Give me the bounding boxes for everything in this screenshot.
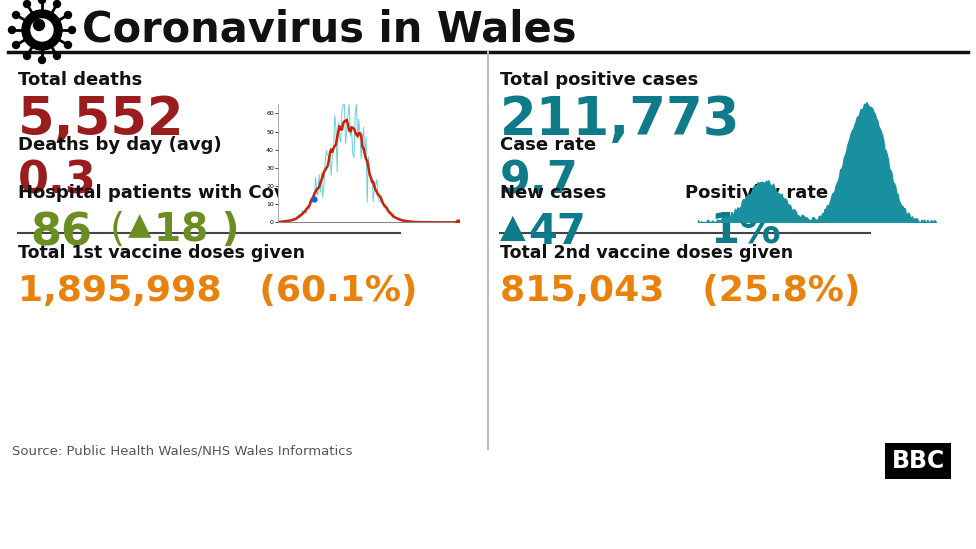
Text: 5,552: 5,552 bbox=[18, 94, 184, 146]
Text: 0.3: 0.3 bbox=[18, 159, 97, 202]
Text: 86: 86 bbox=[30, 211, 92, 254]
Text: Total deaths: Total deaths bbox=[18, 71, 142, 89]
Circle shape bbox=[54, 53, 61, 59]
Circle shape bbox=[13, 12, 20, 19]
Circle shape bbox=[38, 57, 46, 64]
Text: Coronavirus in Wales: Coronavirus in Wales bbox=[82, 9, 577, 51]
Circle shape bbox=[64, 12, 71, 19]
Text: BBC: BBC bbox=[891, 449, 945, 473]
Circle shape bbox=[54, 1, 61, 8]
Text: Source: Public Health Wales/NHS Wales Informatics: Source: Public Health Wales/NHS Wales In… bbox=[12, 444, 352, 457]
Text: Hospital patients with Covid-19: Hospital patients with Covid-19 bbox=[18, 184, 337, 202]
Text: 18 ): 18 ) bbox=[154, 211, 239, 249]
Text: New cases: New cases bbox=[500, 184, 606, 202]
Circle shape bbox=[13, 42, 20, 48]
Text: (: ( bbox=[110, 211, 125, 249]
Text: 815,043   (25.8%): 815,043 (25.8%) bbox=[500, 274, 861, 308]
Text: 1%: 1% bbox=[710, 211, 781, 253]
Circle shape bbox=[23, 1, 30, 8]
Circle shape bbox=[33, 20, 45, 31]
Text: Total 1st vaccine doses given: Total 1st vaccine doses given bbox=[18, 244, 305, 262]
Text: ▲: ▲ bbox=[128, 211, 151, 240]
Circle shape bbox=[9, 26, 16, 33]
Text: Case rate: Case rate bbox=[500, 136, 596, 154]
Circle shape bbox=[64, 42, 71, 48]
Circle shape bbox=[23, 53, 30, 59]
Text: 211,773: 211,773 bbox=[500, 94, 741, 146]
Text: 47: 47 bbox=[528, 211, 586, 253]
Text: 9.7: 9.7 bbox=[500, 159, 579, 202]
Text: Positivity rate: Positivity rate bbox=[685, 184, 828, 202]
Circle shape bbox=[68, 26, 75, 33]
Text: Total 2nd vaccine doses given: Total 2nd vaccine doses given bbox=[500, 244, 793, 262]
Text: Deaths by day (avg): Deaths by day (avg) bbox=[18, 136, 222, 154]
Text: Total positive cases: Total positive cases bbox=[500, 71, 698, 89]
Text: 1,895,998   (60.1%): 1,895,998 (60.1%) bbox=[18, 274, 418, 308]
Circle shape bbox=[22, 10, 62, 50]
Circle shape bbox=[31, 19, 53, 41]
Circle shape bbox=[38, 0, 46, 3]
Text: ▲: ▲ bbox=[500, 211, 526, 244]
